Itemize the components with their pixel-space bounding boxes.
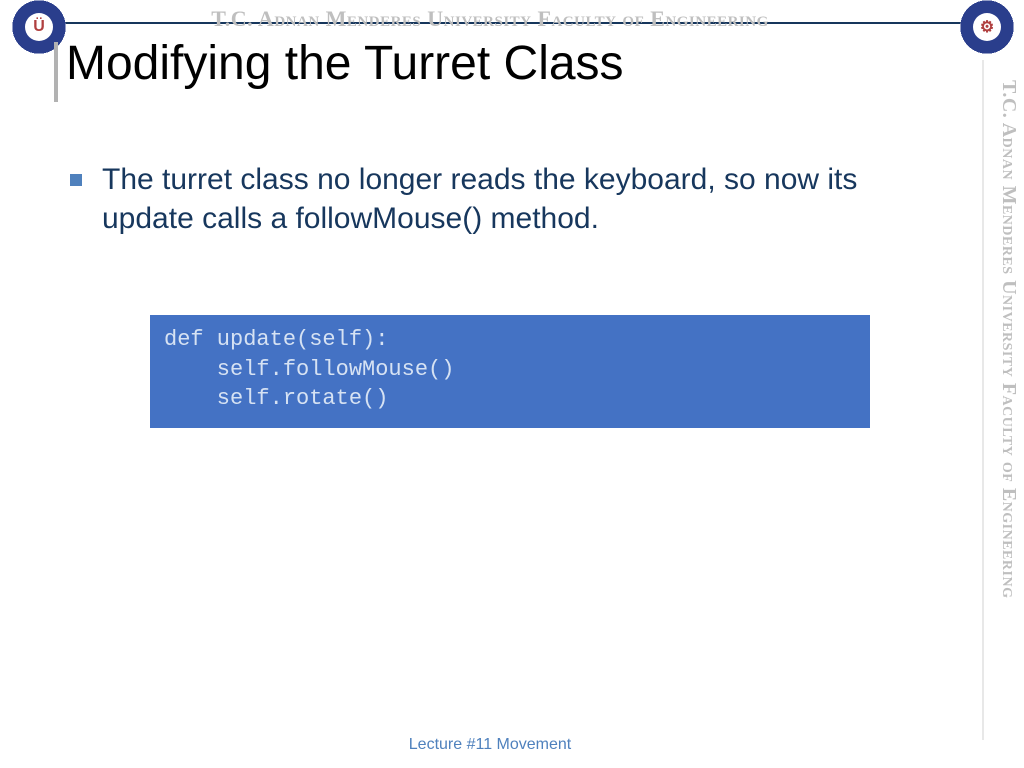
side-university-text: T.C. Adnan Menderes University Faculty o…	[990, 80, 1020, 680]
bullet-marker-icon	[70, 174, 82, 186]
logo-right-glyph: ⚙	[973, 13, 1001, 41]
slide-footer: Lecture #11 Movement	[0, 736, 980, 754]
slide-title: Modifying the Turret Class	[66, 36, 624, 91]
logo-left-glyph: Ü	[25, 13, 53, 41]
faculty-logo-right: ⚙	[960, 0, 1014, 54]
title-accent-bar	[54, 42, 58, 102]
bullet-list: The turret class no longer reads the key…	[70, 160, 890, 238]
header-university-text: T.C. Adnan Menderes University Faculty o…	[0, 6, 980, 32]
bullet-text: The turret class no longer reads the key…	[102, 160, 890, 238]
side-vertical-rule	[982, 60, 984, 740]
code-snippet: def update(self): self.followMouse() sel…	[150, 315, 870, 428]
list-item: The turret class no longer reads the key…	[70, 160, 890, 238]
